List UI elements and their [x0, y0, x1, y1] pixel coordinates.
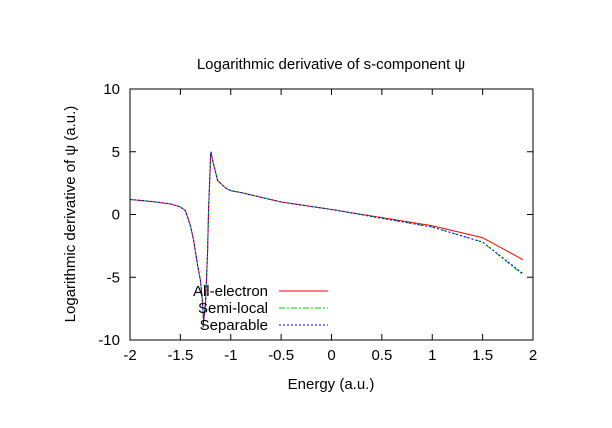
x-tick-label: 2	[529, 347, 537, 364]
x-axis-label: Energy (a.u.)	[288, 376, 375, 393]
y-tick-label: -10	[98, 332, 120, 349]
legend-label: Separable	[200, 317, 268, 334]
y-axis-label: Logarithmic derivative of ψ (a.u.)	[62, 106, 79, 323]
x-tick-label: 0.5	[371, 347, 392, 364]
y-tick-label: 5	[112, 144, 120, 161]
x-tick-label: -1.5	[167, 347, 193, 364]
legend-label: Semi-local	[198, 300, 268, 317]
series-line-all-electron	[129, 151, 524, 328]
x-tick-label: -1	[224, 347, 237, 364]
x-tick-label: 1	[428, 347, 436, 364]
plot-frame	[129, 88, 534, 341]
y-tick-label: 10	[103, 81, 120, 98]
y-tick-label: -5	[107, 269, 120, 286]
x-tick-label: 0	[327, 347, 335, 364]
series-line-semi-local	[129, 151, 524, 328]
y-tick-label: 0	[112, 207, 120, 224]
series-line-separable	[129, 151, 524, 328]
x-tick-label: -2	[123, 347, 136, 364]
x-tick-label: 1.5	[472, 347, 493, 364]
legend-label: All-electron	[193, 283, 268, 300]
chart-title: Logarithmic derivative of s-component ψ	[197, 56, 465, 73]
x-tick-label: -0.5	[268, 347, 294, 364]
